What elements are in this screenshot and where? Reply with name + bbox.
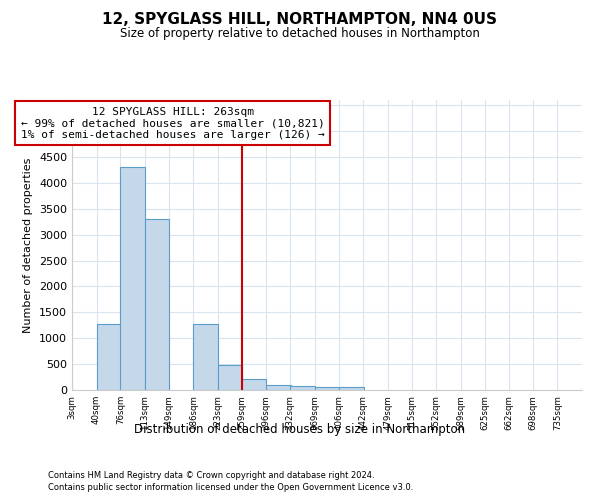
Bar <box>193 324 218 390</box>
Bar <box>242 378 266 390</box>
Text: Distribution of detached houses by size in Northampton: Distribution of detached houses by size … <box>134 422 466 436</box>
Bar <box>290 386 315 390</box>
Text: Contains HM Land Registry data © Crown copyright and database right 2024.: Contains HM Land Registry data © Crown c… <box>48 471 374 480</box>
Bar <box>121 168 145 390</box>
Bar <box>97 324 121 390</box>
Text: Contains public sector information licensed under the Open Government Licence v3: Contains public sector information licen… <box>48 484 413 492</box>
Text: Size of property relative to detached houses in Northampton: Size of property relative to detached ho… <box>120 28 480 40</box>
Bar <box>218 364 242 390</box>
Bar <box>266 385 291 390</box>
Bar <box>339 388 364 390</box>
Bar <box>315 387 339 390</box>
Text: 12, SPYGLASS HILL, NORTHAMPTON, NN4 0US: 12, SPYGLASS HILL, NORTHAMPTON, NN4 0US <box>103 12 497 28</box>
Bar <box>145 219 169 390</box>
Text: 12 SPYGLASS HILL: 263sqm
← 99% of detached houses are smaller (10,821)
1% of sem: 12 SPYGLASS HILL: 263sqm ← 99% of detach… <box>21 106 325 140</box>
Y-axis label: Number of detached properties: Number of detached properties <box>23 158 34 332</box>
